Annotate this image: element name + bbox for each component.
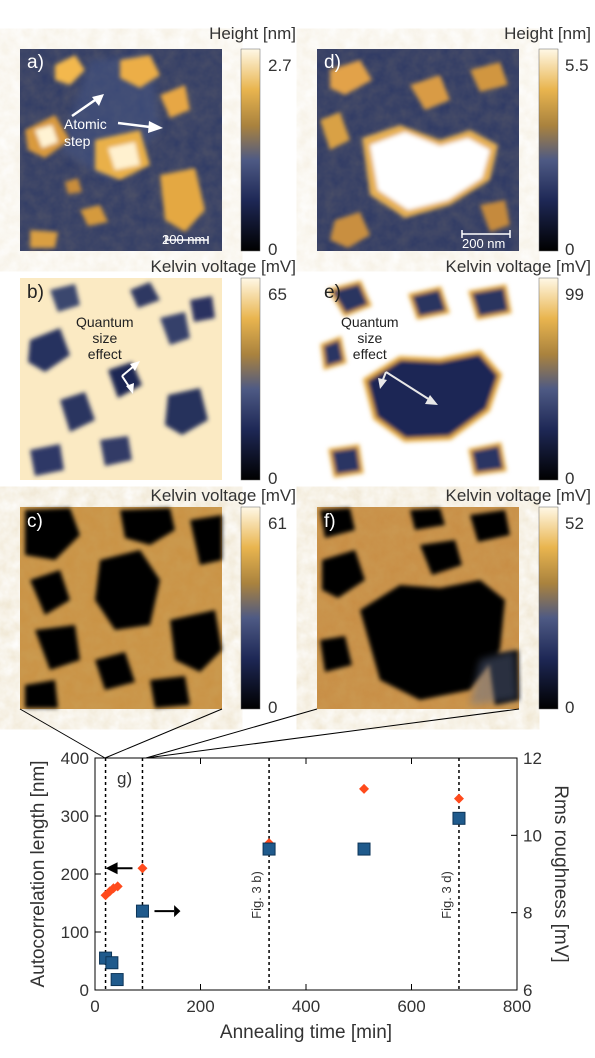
- arrow-head-left: [105, 862, 118, 875]
- panel-e-image: [317, 278, 519, 480]
- data-point-square: [262, 842, 276, 856]
- y-right-tick-label: 12: [523, 749, 542, 768]
- scalebar-label-d: 200 nm: [462, 236, 506, 251]
- panel-c-image: [20, 507, 222, 709]
- colorbar-title-a: Height [nm]: [209, 24, 296, 43]
- data-point-diamond: [359, 783, 370, 794]
- colorbar-title-f: Kelvin voltage [mV]: [445, 486, 591, 505]
- x-tick-label: 0: [90, 997, 99, 1016]
- panel-f-image: [317, 507, 519, 709]
- colorbar-max-b: 65: [268, 285, 287, 304]
- panel-label-d: d): [324, 52, 341, 73]
- colorbar-title-b: Kelvin voltage [mV]: [150, 257, 296, 276]
- x-tick-label: 800: [503, 997, 531, 1016]
- colorbar-min-a: 0: [268, 240, 278, 259]
- panel-label-b: b): [27, 282, 44, 303]
- colorbar-max-f: 52: [565, 514, 584, 533]
- colorbar-max-d: 5.5: [565, 56, 589, 75]
- data-point-square: [135, 904, 149, 918]
- x-tick-label: 200: [186, 997, 214, 1016]
- data-point-square: [110, 973, 124, 987]
- data-point-square: [452, 811, 466, 825]
- vline-label: Fig. 3 d): [439, 871, 454, 919]
- y-right-tick-label: 10: [523, 826, 542, 845]
- colorbar-min-e: 0: [565, 469, 575, 488]
- annotation-quantum-size-effect-b: Quantum size effect: [76, 314, 134, 362]
- colorbar-title-d: Height [nm]: [504, 24, 591, 43]
- colorbars: [240, 48, 559, 710]
- panel-label-e: e): [324, 282, 341, 303]
- x-tick-label: 600: [397, 997, 425, 1016]
- y-left-tick-label: 0: [80, 981, 89, 1000]
- colorbar-min-c: 0: [268, 698, 278, 717]
- data-point-square: [105, 956, 119, 970]
- data-point-diamond: [112, 881, 123, 892]
- colorbar-max-a: 2.7: [268, 56, 292, 75]
- colorbar-max-e: 99: [565, 285, 584, 304]
- y-left-tick-label: 400: [61, 749, 89, 768]
- vline-label: Fig. 3 b): [249, 871, 264, 919]
- panel-label-a: a): [27, 52, 44, 73]
- data-point-square: [357, 842, 371, 856]
- panel-label-c: c): [27, 511, 43, 532]
- panel-label-g: g): [117, 769, 132, 788]
- data-point-diamond: [453, 793, 464, 804]
- x-axis-label: Annealing time [min]: [220, 1022, 392, 1043]
- annotation-atomic-step: Atomic step: [64, 116, 107, 149]
- colorbar-title-c: Kelvin voltage [mV]: [150, 486, 296, 505]
- colorbar-title-e: Kelvin voltage [mV]: [445, 257, 591, 276]
- scalebar-label-a: 200 nm: [162, 232, 206, 247]
- panel-d-image: [317, 49, 519, 251]
- chart-g: 0 200 400 600 800 0 100 200 300 400 6 8 10 12 Annealin…: [28, 749, 571, 1043]
- x-tick-label: 400: [292, 997, 320, 1016]
- zoom-connector-lines: [19, 708, 520, 759]
- panel-a-image: [20, 49, 222, 251]
- y-left-tick-label: 200: [61, 865, 89, 884]
- y-left-tick-label: 300: [61, 807, 89, 826]
- y-right-tick-label: 8: [523, 904, 532, 923]
- data-point-diamond: [137, 863, 148, 874]
- panel-b-image: [20, 278, 222, 480]
- annotation-quantum-size-effect-e: Quantum size effect: [341, 314, 399, 362]
- colorbar-min-b: 0: [268, 469, 278, 488]
- y-right-tick-label: 6: [523, 981, 532, 1000]
- colorbar-min-f: 0: [565, 698, 575, 717]
- colorbar-max-c: 61: [268, 514, 287, 533]
- panel-label-f: f): [324, 511, 336, 532]
- colorbar-min-d: 0: [565, 240, 575, 259]
- y-left-tick-label: 100: [61, 923, 89, 942]
- y-left-axis-label: Autocorrelation length [nm]: [28, 760, 49, 987]
- arrow-head-right: [174, 905, 181, 918]
- y-right-axis-label: Rms roughness [mV]: [550, 785, 571, 962]
